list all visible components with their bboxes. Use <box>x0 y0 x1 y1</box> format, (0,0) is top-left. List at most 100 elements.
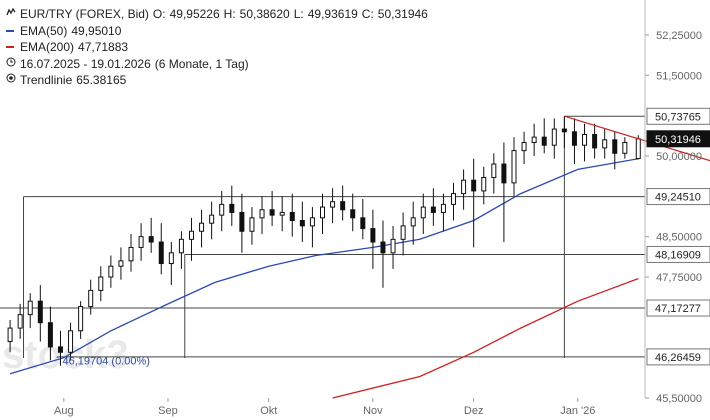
candle <box>229 185 235 226</box>
candle <box>309 207 315 248</box>
candle <box>561 116 567 148</box>
candle-body <box>350 209 356 219</box>
candle <box>68 322 74 361</box>
candles <box>7 116 641 366</box>
candle <box>289 193 295 237</box>
candle-body <box>380 241 386 254</box>
candle-body <box>622 142 628 154</box>
candle <box>430 188 436 226</box>
y-tick-label: 48,50000 <box>656 232 702 244</box>
candle-body <box>188 230 194 240</box>
candle-body <box>491 163 497 178</box>
candle <box>188 217 194 261</box>
candle <box>440 193 446 232</box>
ema200-value: 47,71883 <box>78 40 129 54</box>
candle-body <box>340 201 346 211</box>
price-labels: 50,73765 50,31946 49,24510 48,16909 47,17277… <box>62 107 710 368</box>
candle-body <box>7 327 13 343</box>
x-tick-label: Nov <box>363 405 383 417</box>
candle <box>57 330 63 366</box>
candle <box>390 225 396 269</box>
candle <box>17 303 23 339</box>
candle-body <box>571 131 577 146</box>
candle <box>108 255 114 288</box>
candle-body <box>219 203 225 216</box>
date-range: 16.07.2025 - 19.01.2026 <box>20 56 151 71</box>
candle-body <box>511 150 517 184</box>
candle-body <box>451 193 457 205</box>
candle <box>269 190 275 226</box>
candle <box>481 166 487 205</box>
candle <box>168 242 174 286</box>
candle <box>501 142 507 243</box>
candle-body <box>279 211 285 216</box>
x-tick-label: Dez <box>464 405 484 417</box>
candle-body <box>612 139 618 154</box>
price-label-box <box>646 188 710 206</box>
candle-body <box>501 163 507 184</box>
candle-body <box>481 176 487 192</box>
candle-body <box>128 246 134 262</box>
level-lines <box>0 115 645 358</box>
candle-body <box>259 209 265 219</box>
y-tick-label: 47,75000 <box>656 272 702 284</box>
candle-body <box>561 128 567 133</box>
candle-body <box>309 217 315 227</box>
trendline-value: 65.38165 <box>76 73 127 87</box>
x-tick-label: Okt <box>260 405 277 417</box>
candle <box>451 182 457 221</box>
x-tick-label: Jan '26 <box>560 405 595 417</box>
candle <box>592 123 598 159</box>
trendline-label: Trendlinie <box>20 73 73 87</box>
candle <box>209 201 215 240</box>
candle <box>118 247 124 280</box>
candle <box>239 193 245 253</box>
chart-type-icon <box>6 6 16 23</box>
candle <box>299 201 305 243</box>
candle-body <box>471 179 477 192</box>
candle-body <box>168 252 174 265</box>
candle <box>410 201 416 245</box>
candle <box>98 266 104 302</box>
candle-body <box>78 306 84 332</box>
ohlc-close-label: C: <box>361 7 374 21</box>
legend-symbol-row: EUR/TRY (FOREX, Bid) O: 49,95226 H: 50,3… <box>6 6 428 23</box>
candle <box>279 196 285 232</box>
candle <box>178 231 184 269</box>
candle-body <box>320 206 325 219</box>
candle-body <box>531 136 537 144</box>
candle <box>551 118 557 159</box>
candle <box>7 320 13 353</box>
price-label-box <box>646 348 710 366</box>
candle <box>461 169 467 210</box>
candle-body <box>138 236 144 248</box>
y-tick-label: 50,00000 <box>656 151 702 163</box>
candle-body <box>299 220 305 227</box>
candle-body <box>635 138 641 160</box>
range-detail: (6 Monate, 1 Tag) <box>154 56 249 71</box>
y-tick-label: 45,50000 <box>656 393 702 405</box>
price-label-text: 49,24510 <box>655 192 701 204</box>
ema50-label: EMA(50) <box>20 23 68 38</box>
candle <box>47 306 53 361</box>
candle-body <box>360 217 366 230</box>
candle-body <box>108 265 114 278</box>
candle-body <box>148 236 154 243</box>
ohlc-open-label: O: <box>152 7 166 21</box>
candle-body <box>229 203 235 213</box>
candle-body <box>410 217 416 227</box>
price-label-box <box>646 107 710 125</box>
candle-body <box>209 214 215 224</box>
candle <box>531 123 537 156</box>
candle <box>219 190 225 232</box>
candle-body <box>430 206 436 213</box>
ohlc-low-label: L: <box>293 7 304 21</box>
candle-body <box>27 300 33 316</box>
candle-body <box>178 238 184 254</box>
candle-body <box>440 203 446 213</box>
candle-body <box>330 201 336 208</box>
price-label-box <box>646 130 710 148</box>
ohlc-low: 49,93619 <box>307 7 358 21</box>
candle <box>360 199 366 240</box>
